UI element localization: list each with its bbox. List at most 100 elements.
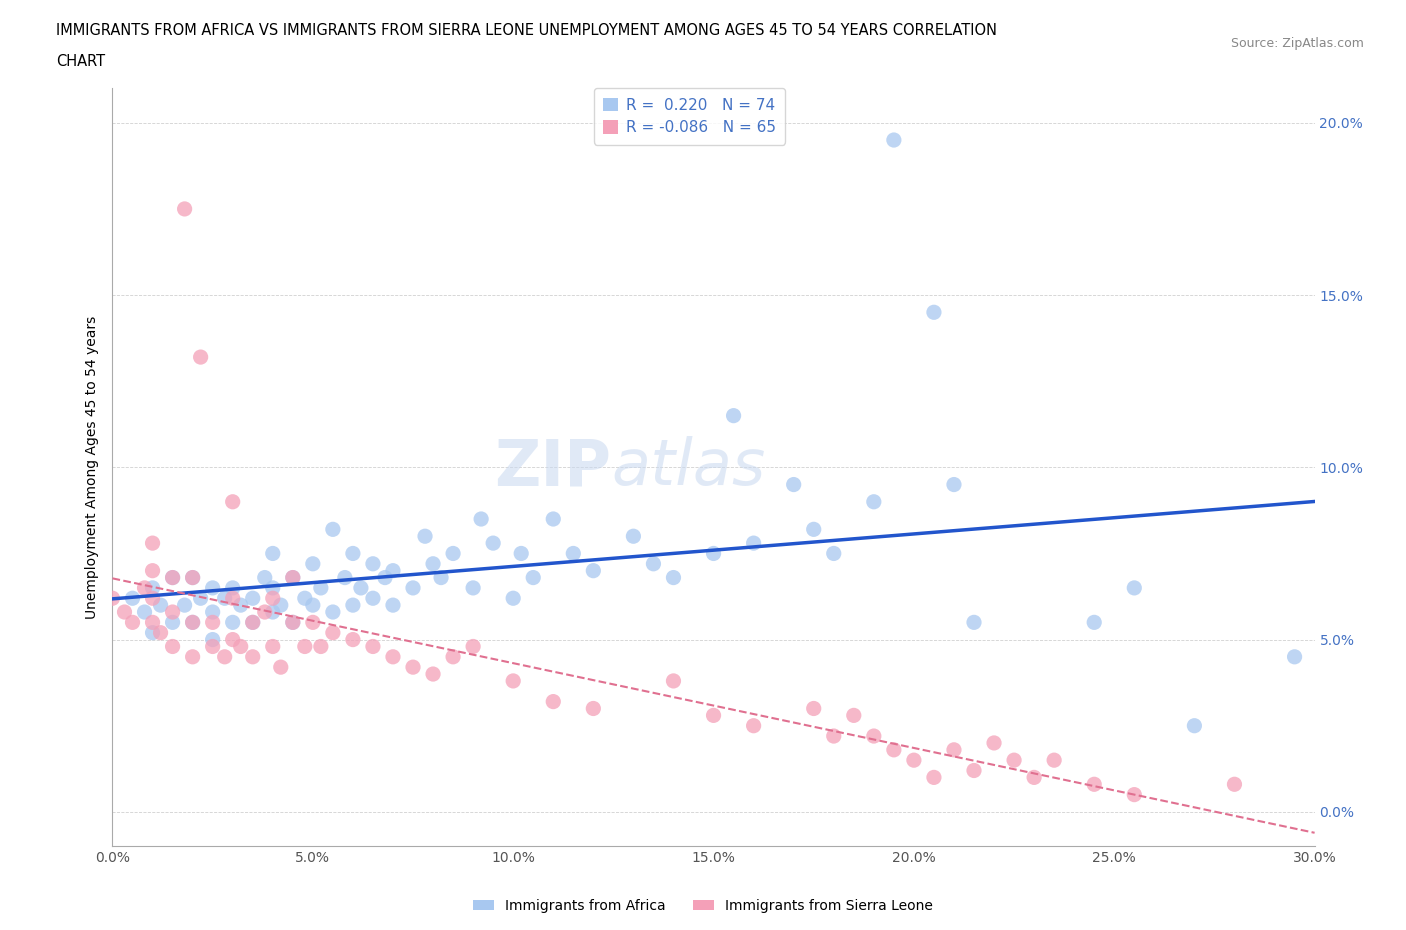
- Point: [302, 615, 325, 630]
- Point: [863, 495, 886, 510]
- Point: [502, 673, 524, 688]
- Point: [242, 591, 264, 605]
- Point: [382, 598, 405, 613]
- Point: [262, 580, 284, 595]
- Point: [1002, 752, 1025, 767]
- Point: [222, 591, 245, 605]
- Point: [309, 639, 332, 654]
- Point: [863, 728, 886, 743]
- Point: [190, 591, 212, 605]
- Point: [173, 202, 195, 217]
- Text: ZIP: ZIP: [495, 436, 612, 498]
- Point: [413, 529, 436, 544]
- Point: [361, 639, 384, 654]
- Text: Source: ZipAtlas.com: Source: ZipAtlas.com: [1230, 37, 1364, 50]
- Point: [461, 580, 484, 595]
- Point: [141, 615, 163, 630]
- Point: [621, 529, 644, 544]
- Point: [333, 570, 356, 585]
- Point: [222, 615, 245, 630]
- Point: [702, 546, 725, 561]
- Point: [942, 742, 965, 757]
- Point: [181, 570, 204, 585]
- Point: [662, 673, 685, 688]
- Point: [222, 580, 245, 595]
- Point: [181, 615, 204, 630]
- Point: [963, 615, 986, 630]
- Point: [201, 615, 224, 630]
- Point: [1083, 615, 1105, 630]
- Point: [903, 752, 925, 767]
- Point: [262, 546, 284, 561]
- Point: [461, 639, 484, 654]
- Point: [382, 649, 405, 664]
- Point: [201, 580, 224, 595]
- Point: [1083, 777, 1105, 791]
- Point: [302, 556, 325, 571]
- Point: [883, 133, 905, 148]
- Point: [294, 639, 316, 654]
- Point: [294, 591, 316, 605]
- Point: [342, 598, 364, 613]
- Point: [543, 512, 565, 526]
- Point: [242, 615, 264, 630]
- Point: [1024, 770, 1046, 785]
- Point: [441, 649, 464, 664]
- Point: [803, 522, 825, 537]
- Text: atlas: atlas: [612, 436, 766, 498]
- Point: [402, 659, 425, 674]
- Point: [482, 536, 505, 551]
- Point: [422, 667, 444, 682]
- Point: [201, 604, 224, 619]
- Point: [562, 546, 585, 561]
- Point: [470, 512, 492, 526]
- Legend: R =  0.220   N = 74, R = -0.086   N = 65: R = 0.220 N = 74, R = -0.086 N = 65: [593, 88, 785, 144]
- Point: [350, 580, 373, 595]
- Point: [543, 694, 565, 709]
- Point: [322, 522, 344, 537]
- Text: CHART: CHART: [56, 54, 105, 69]
- Point: [121, 591, 143, 605]
- Point: [402, 580, 425, 595]
- Point: [242, 649, 264, 664]
- Point: [281, 615, 304, 630]
- Point: [309, 580, 332, 595]
- Point: [1123, 787, 1146, 802]
- Point: [201, 632, 224, 647]
- Point: [374, 570, 396, 585]
- Point: [983, 736, 1005, 751]
- Point: [253, 604, 276, 619]
- Point: [422, 556, 444, 571]
- Point: [101, 591, 124, 605]
- Point: [742, 718, 765, 733]
- Point: [942, 477, 965, 492]
- Point: [582, 564, 605, 578]
- Point: [141, 580, 163, 595]
- Point: [262, 639, 284, 654]
- Point: [173, 598, 195, 613]
- Point: [922, 770, 945, 785]
- Point: [361, 591, 384, 605]
- Point: [702, 708, 725, 723]
- Point: [782, 477, 804, 492]
- Point: [162, 604, 184, 619]
- Point: [643, 556, 665, 571]
- Point: [842, 708, 865, 723]
- Point: [121, 615, 143, 630]
- Point: [162, 615, 184, 630]
- Point: [322, 604, 344, 619]
- Point: [883, 742, 905, 757]
- Y-axis label: Unemployment Among Ages 45 to 54 years: Unemployment Among Ages 45 to 54 years: [86, 315, 100, 619]
- Point: [134, 580, 156, 595]
- Point: [214, 591, 236, 605]
- Point: [662, 570, 685, 585]
- Point: [1284, 649, 1306, 664]
- Point: [214, 649, 236, 664]
- Point: [242, 615, 264, 630]
- Point: [262, 591, 284, 605]
- Point: [141, 536, 163, 551]
- Point: [281, 570, 304, 585]
- Point: [582, 701, 605, 716]
- Point: [229, 639, 252, 654]
- Point: [181, 649, 204, 664]
